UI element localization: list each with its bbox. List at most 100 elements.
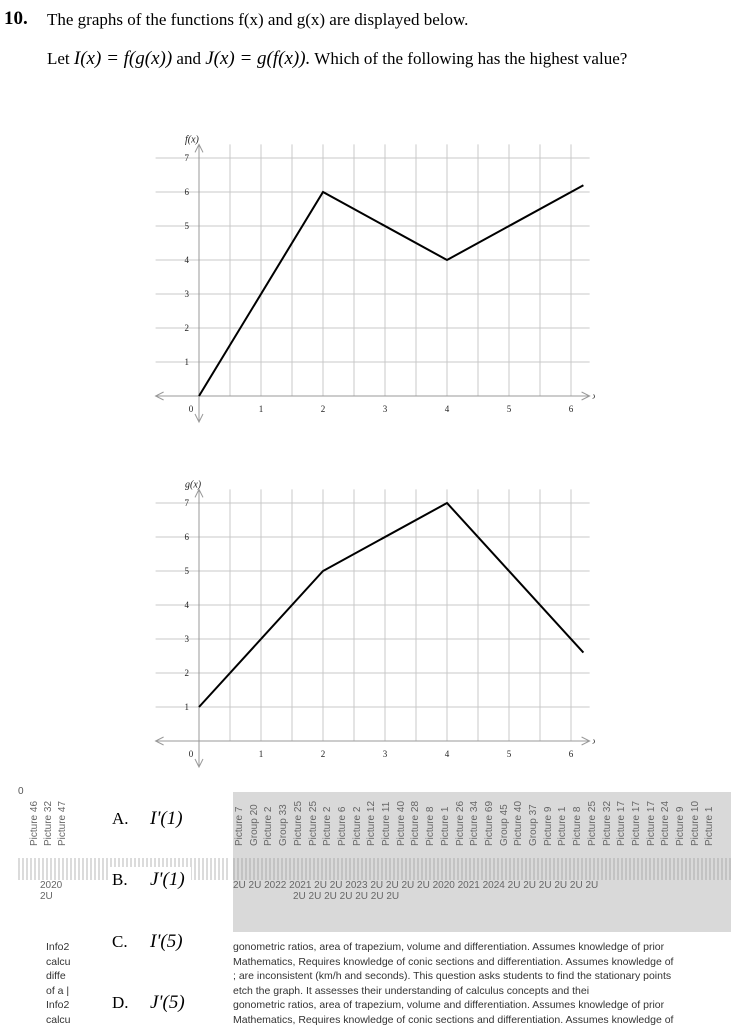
overlay-vertical-labels: Picture 7 Group 20 Picture 2 Group 33 Pictur… [233,792,731,848]
f-x-arrow-left [154,391,164,401]
f-x-tick-label: 3 [383,404,388,414]
overlay-vertical-label: Picture 2 [351,806,363,846]
option-c[interactable]: C. I'(5) [110,929,189,955]
overlay-vertical-label: Picture 1 [704,806,716,846]
overlay-legend: Info2 calcu diffe of a | Info2 calcu [46,940,86,1027]
overlay-legend-line: calcu [46,955,71,968]
overlay-scribble-row: 2U 2U 2022 2021 2U 2U 2023 2U 2U 2U 2U 2… [233,880,599,891]
overlay-vertical-label: Picture 1 [439,806,451,846]
g-y-tick-label: 4 [185,600,190,610]
f-y-tick-label: 2 [185,323,190,333]
overlay-vertical-label: Picture 25 [586,800,598,846]
g-x-tick-label: 4 [445,749,450,759]
g-x-arrow-right [581,736,591,746]
f-y-axis-label: f(x) [185,134,200,145]
overlay-vertical-label: Picture 26 [454,800,466,846]
overlay-vertical-label: Picture 25 [292,800,304,846]
overlay-vertical-label: Picture 8 [425,806,437,846]
overlay-vertical-label: Picture 17 [645,800,657,846]
overlay-body-line: ; are inconsistent (km/h and seconds). T… [233,970,672,982]
f-y-arrow-down [194,413,204,424]
f-x-tick-label: 5 [507,404,512,414]
option-c-arg: (5) [160,931,183,952]
overlay-scribble-right: 2U 2U 2022 2021 2U 2U 2023 2U 2U 2U 2U 2… [233,858,731,928]
option-b[interactable]: B. J'(1) [110,867,191,893]
question-line-1: The graphs of the functions f(x) and g(x… [47,10,468,30]
overlay-vertical-label: Picture 9 [542,806,554,846]
question-line-2: Let I(x) = f(g(x)) and J(x) = g(f(x)). W… [47,48,627,70]
overlay-scribble-left-year: 2020 [40,880,63,891]
question-prompt: Which of the following has the highest v… [314,49,628,68]
overlay-gray-band [233,792,731,932]
g-x-tick-label: 1 [259,749,264,759]
g-x-arrow-left [154,736,164,746]
f-y-tick-label: 1 [185,357,190,367]
g-y-tick-label: 5 [185,566,190,576]
g-x-axis-label: x [592,736,595,746]
overlay-legend-line: diffe [46,970,66,982]
question-let: Let [47,49,70,68]
overlay-vertical-label: Group 37 [528,804,539,846]
f-x-axis-label: x [592,391,595,401]
g-y-axis-label: g(x) [185,479,202,490]
option-d-letter: D. [112,993,129,1012]
overlay-vertical-label: Picture 40 [395,800,407,846]
overlay-scribble-left-2u: 2U [40,891,53,902]
overlay-body-line: Mathematics, Requires knowledge of conic… [233,1013,674,1026]
g-y-arrow-down [194,758,204,769]
definition-I: I(x) = f(g(x)) [73,48,173,69]
overlay-left-vertical-label: Picture 47 [57,800,68,846]
g-x-tick-label: 0 [189,749,194,759]
overlay-body-line: gonometric ratios, area of trapezium, vo… [233,999,665,1011]
g-x-tick-label: 5 [507,749,512,759]
option-d-func: J' [150,992,163,1013]
f-y-tick-label: 4 [185,255,190,265]
g-series-line [198,501,585,708]
overlay-vertical-label: Picture 12 [366,800,378,846]
question-number: 10. [4,8,28,29]
f-y-arrow-up [194,143,204,153]
option-a-arg: (1) [160,808,183,829]
f-x-tick-label: 0 [189,404,194,414]
overlay-body-line: Mathematics, Requires knowledge of conic… [233,955,674,968]
overlay-legend-line: Info2 [46,999,70,1011]
f-y-tick-label: 7 [185,153,190,163]
overlay-vertical-label: Picture 2 [322,806,334,846]
g-y-tick-label: 6 [185,532,190,542]
overlay-scribble-right-bar [233,858,731,880]
option-c-func: I' [150,931,161,952]
f-y-tick-label: 6 [185,187,190,197]
g-y-tick-label: 1 [185,702,190,712]
overlay-left-vertical-labels: Picture 46 Picture 32 Picture 47 [28,792,83,848]
option-d-arg: (5) [162,992,185,1013]
overlay-vertical-label: Picture 28 [410,800,422,846]
definition-J: J(x) = g(f(x)). [205,48,311,69]
option-a[interactable]: A. I'(1) [110,806,189,832]
overlay-vertical-label: Picture 10 [689,800,701,846]
f-series-line [198,184,584,397]
g-y-arrow-up [194,488,204,498]
overlay-vertical-label: Picture 7 [234,806,245,846]
overlay-vertical-label: Picture 40 [513,800,525,846]
option-d[interactable]: D. J'(5) [110,990,191,1016]
overlay-zero: 0 [18,786,24,797]
graph-g-svg: 0 1 2 3 4 5 6 1 2 3 4 5 6 7 g(x) x [154,479,597,769]
overlay-legend-line: calcu [46,1013,71,1026]
overlay-scribble-row-2: 2U 2U 2U 2U 2U 2U 2U [293,891,400,902]
option-b-func: J' [150,869,163,890]
overlay-legend-line: Info2 [46,941,70,953]
overlay-legend-line: of a | [46,984,70,997]
f-x-tick-label: 4 [445,404,450,414]
overlay-body-line: etch the graph. It assesses their unders… [233,984,590,997]
f-x-tick-label: 2 [321,404,326,414]
overlay-vertical-label: Picture 69 [483,800,495,846]
g-y-tick-label: 3 [185,634,190,644]
question-and: and [176,49,201,68]
f-x-tick-label: 6 [569,404,574,414]
f-x-tick-label: 1 [259,404,264,414]
overlay-vertical-label: Picture 17 [630,800,642,846]
overlay-vertical-label: Picture 2 [263,806,275,846]
graph-g: 0 1 2 3 4 5 6 1 2 3 4 5 6 7 g(x) x [150,475,597,780]
overlay-vertical-label: Picture 32 [601,800,613,846]
overlay-vertical-label: Picture 6 [336,806,348,846]
